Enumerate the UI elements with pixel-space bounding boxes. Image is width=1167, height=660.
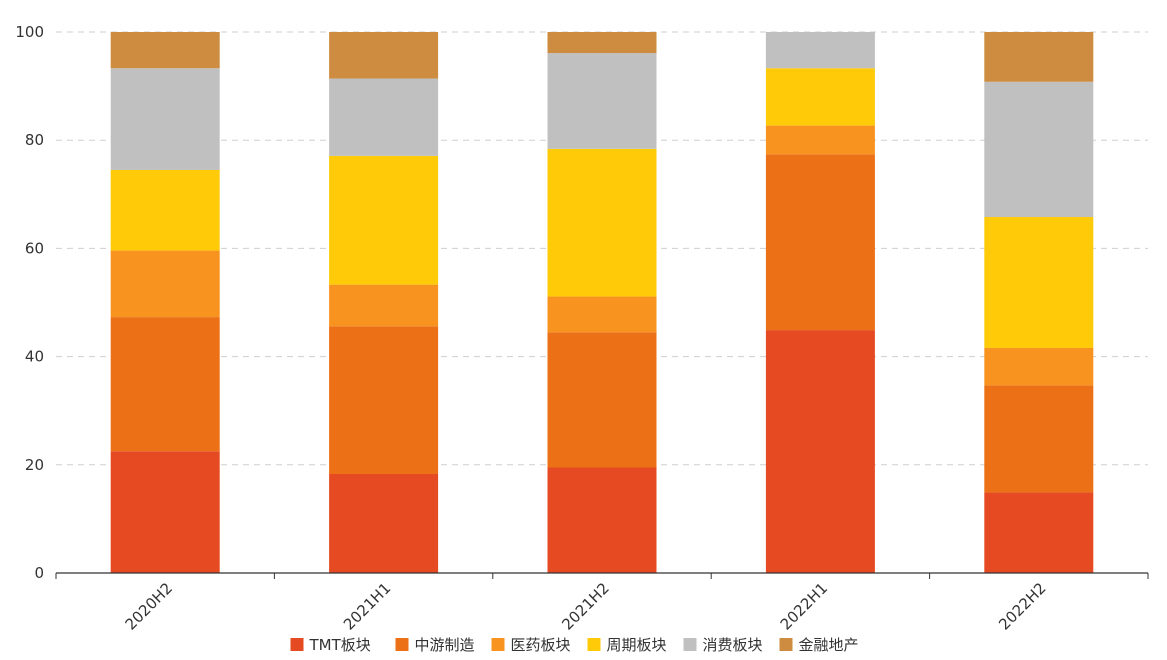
legend-swatch [491,638,505,651]
y-tick-label: 60 [25,239,44,257]
x-tick-label: 2020H2 [122,579,176,633]
legend-swatch [587,638,601,651]
bar-segment [765,154,875,331]
bar-segment [547,32,657,54]
y-tick-label: 80 [25,131,44,149]
bar-segment [547,296,657,333]
legend-label: 金融地产 [799,636,859,654]
bar-segment [984,217,1094,348]
legend: TMT板块 中游制造 医药板块 周期板块 消费板块 金融地产 [290,636,859,654]
bar-segment [765,32,875,69]
bar-segment [984,347,1094,386]
bar-segment [329,326,439,474]
bar-segment [329,155,439,285]
bar-segment [765,68,875,126]
legend-label: TMT板块 [309,636,371,654]
bar-segment [984,492,1094,573]
x-tick-label: 2021H1 [340,579,394,633]
bar-segment [110,317,220,452]
bar-segment [329,284,439,327]
bar-segment [984,32,1094,82]
bar-segment [984,385,1094,493]
bar-segment [110,451,220,573]
y-tick-label: 40 [25,348,44,366]
x-tick-label: 2022H1 [777,579,831,633]
bar-segment [984,81,1094,218]
bar-segment [329,32,439,79]
bar-segment [547,467,657,573]
bars [110,32,1094,573]
y-tick-label: 0 [34,564,44,582]
legend-swatch [683,638,697,651]
bar-segment [547,332,657,468]
bar-segment [765,330,875,573]
legend-label: 周期板块 [607,636,667,654]
y-tick-label: 20 [25,456,44,474]
legend-label: 消费板块 [703,636,763,654]
y-tick-label: 100 [15,23,44,41]
legend-label: 中游制造 [415,636,475,654]
bar-segment [547,53,657,149]
bar-segment [110,68,220,170]
x-tick-label: 2021H2 [558,579,612,633]
bar-segment [110,32,220,69]
legend-swatch [290,638,304,651]
bar-segment [765,125,875,155]
x-tick-label: 2022H2 [995,579,1049,633]
legend-swatch [779,638,793,651]
legend-label: 医药板块 [511,636,571,654]
legend-swatch [395,638,409,651]
bar-segment [110,250,220,318]
bar-segment [547,148,657,297]
grid-lines [56,31,1148,466]
bar-segment [329,473,439,573]
bar-segment [110,169,220,251]
bar-segment [329,78,439,156]
